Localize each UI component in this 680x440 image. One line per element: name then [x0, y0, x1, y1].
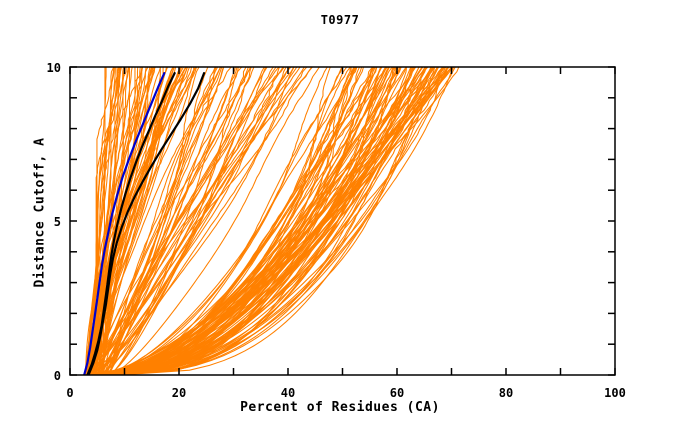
prediction-curve	[97, 67, 454, 375]
prediction-curve	[102, 67, 456, 375]
prediction-curve	[99, 67, 252, 375]
x-tick-label: 20	[172, 386, 186, 400]
prediction-curve	[96, 67, 265, 375]
prediction-curve	[108, 67, 313, 375]
prediction-curve	[94, 67, 453, 375]
prediction-curve	[94, 67, 343, 375]
prediction-curve	[94, 67, 434, 375]
prediction-curve	[88, 67, 308, 375]
prediction-curve	[88, 67, 174, 375]
prediction-curve	[108, 67, 414, 375]
prediction-curve	[114, 67, 444, 375]
prediction-curve	[85, 67, 143, 375]
prediction-curve	[93, 67, 120, 375]
prediction-curve	[90, 67, 252, 375]
x-tick-label: 100	[604, 386, 626, 400]
prediction-curve	[111, 67, 429, 375]
data-curves-layer	[83, 67, 460, 375]
chart-title: T0977	[320, 13, 360, 27]
prediction-curve	[93, 67, 195, 375]
prediction-curve	[88, 67, 284, 375]
prediction-curve	[99, 67, 358, 375]
prediction-curve	[104, 67, 439, 375]
highlight-curve-highlight-black-2	[87, 72, 206, 375]
prediction-curve	[97, 67, 355, 375]
prediction-curve	[102, 67, 393, 375]
prediction-curve	[106, 67, 232, 375]
prediction-curve	[94, 67, 331, 375]
prediction-curve	[87, 67, 292, 375]
x-tick-label: 40	[281, 386, 295, 400]
prediction-curve	[90, 67, 149, 375]
prediction-curve	[87, 67, 301, 375]
prediction-curve	[107, 67, 255, 375]
y-axis-ticks	[70, 66, 615, 376]
y-tick-label: 10	[47, 61, 61, 75]
prediction-curve	[99, 67, 189, 375]
prediction-curve	[111, 67, 448, 375]
prediction-curve	[92, 67, 449, 375]
prediction-curve	[108, 67, 217, 375]
prediction-curve	[108, 67, 388, 375]
prediction-curve	[94, 67, 455, 375]
x-axis-tick-labels: 0 20 40 60 80 100	[66, 386, 625, 400]
y-tick-label: 0	[54, 369, 61, 383]
prediction-curve	[87, 67, 162, 375]
x-tick-label: 60	[390, 386, 404, 400]
prediction-curve	[107, 67, 427, 375]
prediction-curve	[100, 67, 252, 375]
prediction-curve	[88, 67, 219, 375]
highlight-curve-highlight-blue	[83, 72, 166, 375]
prediction-curve	[98, 67, 351, 375]
prediction-curve	[100, 67, 328, 375]
x-tick-label: 0	[66, 386, 73, 400]
x-axis-ticks	[69, 67, 616, 375]
prediction-curve	[86, 67, 298, 375]
prediction-curve	[89, 67, 115, 375]
prediction-curve	[92, 67, 432, 375]
prediction-curve	[102, 67, 407, 375]
prediction-curve	[98, 67, 183, 375]
y-tick-label: 5	[54, 215, 61, 229]
prediction-curves-group	[84, 67, 460, 375]
axes-layer: 0 20 40 60 80 100 0 5 10	[47, 61, 626, 400]
prediction-curve	[110, 67, 320, 375]
highlight-curves-group	[83, 72, 206, 375]
prediction-curve	[96, 67, 427, 375]
prediction-curve	[110, 67, 401, 375]
y-axis-tick-labels: 0 5 10	[47, 61, 61, 383]
x-tick-label: 80	[499, 386, 513, 400]
prediction-curve	[105, 67, 390, 375]
x-axis-label: Percent of Residues (CA)	[240, 400, 440, 415]
prediction-curve	[103, 67, 449, 375]
prediction-curve	[96, 67, 352, 375]
